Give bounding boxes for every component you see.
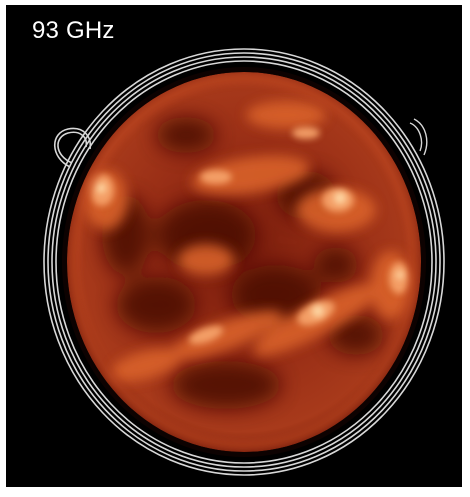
limb-contour-loop [54, 127, 92, 168]
solar-disk-map [43, 48, 445, 476]
limb-contour-bump [409, 118, 428, 156]
frequency-label: 93 GHz [32, 17, 115, 44]
solar-image-frame: 93 GHz [6, 5, 462, 487]
solar-disk [67, 72, 421, 452]
limb-contours [43, 48, 445, 476]
